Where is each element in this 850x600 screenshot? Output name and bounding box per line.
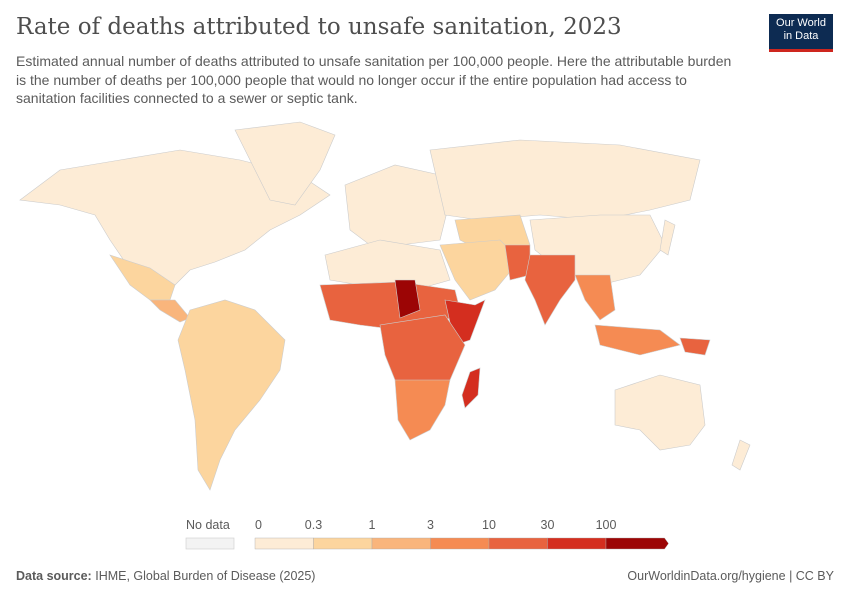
- region-new-zealand[interactable]: [731, 439, 751, 471]
- source-text: IHME, Global Burden of Disease (2025): [95, 569, 316, 583]
- legend-no-data-swatch: [185, 537, 235, 550]
- region-europe[interactable]: [344, 164, 451, 246]
- region-japan[interactable]: [659, 219, 676, 256]
- region-papua-new-guinea[interactable]: [679, 337, 711, 356]
- legend-bin-4: [488, 537, 548, 550]
- region-indonesia[interactable]: [594, 324, 681, 356]
- legend: No data 0 0.3 1 3 10 30 100: [185, 518, 669, 550]
- source-label: Data source:: [16, 569, 92, 583]
- region-south-america[interactable]: [177, 299, 286, 491]
- legend-tick: 1: [369, 518, 376, 532]
- data-source: Data source: IHME, Global Burden of Dise…: [16, 569, 315, 583]
- region-middle-east[interactable]: [439, 239, 521, 301]
- chart-subtitle: Estimated annual number of deaths attrib…: [16, 53, 732, 106]
- region-greenland[interactable]: [234, 121, 336, 206]
- legend-tick: 100: [596, 518, 617, 532]
- logo-text-2: in Data: [783, 30, 819, 42]
- legend-bin-3: [430, 537, 490, 550]
- legend-bin-6: [605, 537, 669, 550]
- logo-text-1: Our World: [776, 17, 826, 29]
- legend-bin-1: [313, 537, 373, 550]
- world-map: [19, 121, 751, 491]
- region-southern-africa[interactable]: [394, 379, 451, 441]
- legend-bin-5: [547, 537, 607, 550]
- legend-tick: 0: [255, 518, 262, 532]
- owid-logo[interactable]: Our World in Data: [769, 14, 833, 52]
- legend-bin-2: [371, 537, 431, 550]
- chart-title: Rate of deaths attributed to unsafe sani…: [16, 14, 622, 40]
- region-central-america[interactable]: [149, 299, 191, 323]
- region-india[interactable]: [524, 254, 576, 326]
- footer-url[interactable]: OurWorldinData.org/hygiene | CC BY: [627, 569, 834, 583]
- region-central-africa[interactable]: [379, 314, 466, 391]
- region-chad[interactable]: [394, 279, 421, 319]
- region-australia[interactable]: [614, 374, 706, 451]
- region-north-america[interactable]: [19, 149, 331, 286]
- legend-tick: 10: [482, 518, 496, 532]
- region-north-africa[interactable]: [324, 239, 451, 291]
- legend-tick: 30: [541, 518, 555, 532]
- region-madagascar[interactable]: [461, 367, 481, 409]
- region-southeast-asia[interactable]: [574, 274, 616, 321]
- legend-tick: 0.3: [305, 518, 322, 532]
- legend-bin-0: [254, 537, 314, 550]
- legend-no-data-label: No data: [186, 518, 230, 532]
- legend-tick: 3: [427, 518, 434, 532]
- region-russia[interactable]: [429, 139, 701, 221]
